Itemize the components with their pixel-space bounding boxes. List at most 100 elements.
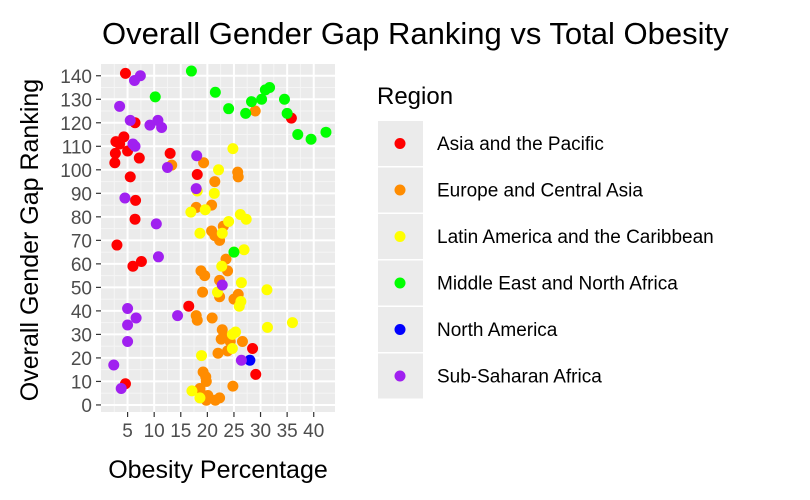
data-point	[264, 82, 276, 94]
x-tick-label: 30	[250, 421, 271, 442]
y-tick-label: 0	[81, 396, 92, 417]
legend-label: Sub-Saharan Africa	[437, 367, 602, 388]
data-point	[199, 270, 211, 282]
y-tick-label: 20	[71, 349, 92, 370]
data-point	[190, 183, 202, 195]
data-point	[150, 218, 162, 230]
data-point	[250, 368, 262, 380]
y-tick-label: 80	[71, 208, 92, 229]
data-point	[223, 216, 235, 228]
data-point	[246, 96, 258, 108]
data-point	[111, 239, 123, 251]
data-point	[191, 150, 203, 162]
data-point	[135, 256, 147, 268]
data-point	[122, 303, 134, 315]
y-tick-label: 120	[60, 114, 92, 135]
legend-title: Region	[377, 83, 453, 110]
y-tick-label: 70	[71, 231, 92, 252]
data-point	[114, 100, 126, 112]
y-tick-label: 110	[62, 137, 92, 158]
legend-label: Europe and Central Asia	[437, 181, 643, 202]
data-point	[183, 300, 195, 312]
data-point	[212, 347, 224, 359]
data-point	[209, 86, 221, 98]
data-point	[164, 147, 176, 159]
data-point	[196, 350, 208, 362]
data-point	[130, 312, 142, 324]
data-point	[228, 246, 240, 258]
data-point	[200, 375, 212, 387]
data-point	[208, 187, 220, 199]
data-point	[223, 103, 235, 115]
data-point	[133, 152, 145, 164]
x-tick-label: 40	[303, 421, 324, 442]
data-point	[216, 260, 228, 272]
legend-swatch	[394, 324, 406, 335]
data-point	[185, 206, 197, 218]
legend-swatch	[394, 138, 406, 149]
data-point	[109, 147, 121, 159]
y-tick-label: 90	[71, 184, 92, 205]
chart-title: Overall Gender Gap Ranking vs Total Obes…	[102, 16, 729, 51]
data-point	[124, 171, 136, 183]
data-point	[149, 91, 161, 103]
data-point	[216, 227, 228, 239]
legend-label: Middle East and North Africa	[437, 274, 678, 295]
data-point	[152, 251, 164, 263]
data-point	[172, 310, 184, 322]
data-point	[109, 157, 121, 169]
legend-swatch	[394, 184, 406, 196]
x-tick-label: 35	[277, 421, 298, 442]
data-point	[194, 227, 206, 239]
data-point	[278, 93, 290, 105]
y-tick-label: 50	[71, 278, 92, 299]
y-tick-label: 100	[60, 161, 92, 182]
y-tick-label: 30	[71, 325, 92, 346]
data-point	[261, 321, 273, 333]
legend-label: Asia and the Pacific	[437, 134, 604, 155]
legend-label: North America	[437, 320, 558, 341]
data-point	[197, 286, 209, 298]
data-point	[191, 169, 203, 181]
x-axis-ticks: 5 10 15 20 25 30 35 40	[122, 412, 324, 442]
data-point	[244, 354, 256, 366]
x-tick-label: 25	[223, 421, 244, 442]
data-point	[236, 335, 248, 347]
data-point	[144, 119, 156, 131]
data-point	[191, 314, 203, 326]
data-point	[198, 157, 210, 169]
data-point	[122, 335, 134, 347]
data-point	[194, 392, 206, 404]
data-point	[256, 93, 268, 105]
x-tick-label: 20	[197, 421, 218, 442]
data-point	[226, 328, 238, 340]
data-point	[199, 204, 211, 216]
data-point	[247, 343, 259, 355]
data-point	[134, 70, 146, 82]
data-point	[213, 164, 225, 176]
data-point	[161, 161, 173, 173]
data-point	[249, 105, 261, 117]
x-axis-label: Obesity Percentage	[108, 456, 328, 484]
data-points	[108, 65, 332, 406]
data-point	[185, 65, 197, 77]
data-point	[232, 166, 244, 178]
data-point	[119, 192, 131, 204]
y-tick-label: 40	[71, 302, 92, 323]
y-tick-label: 130	[60, 90, 92, 111]
data-point	[227, 143, 239, 155]
legend-items: Asia and the Pacific Europe and Central A…	[378, 121, 714, 399]
data-point	[320, 126, 332, 138]
data-point	[305, 133, 317, 145]
data-point	[227, 380, 239, 392]
x-tick-label: 15	[170, 421, 191, 442]
y-tick-label: 60	[71, 255, 92, 276]
data-point	[129, 140, 141, 152]
y-tick-label: 140	[60, 67, 92, 88]
y-axis-label: Overall Gender Gap Ranking	[16, 79, 44, 401]
data-point	[235, 295, 247, 307]
data-point	[215, 333, 227, 345]
data-point	[130, 194, 142, 206]
